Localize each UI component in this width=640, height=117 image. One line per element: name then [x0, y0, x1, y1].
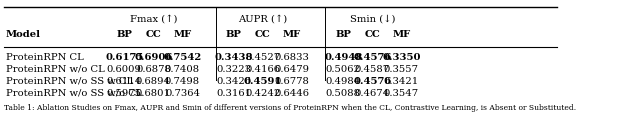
- Text: 0.7498: 0.7498: [165, 77, 200, 86]
- Text: 0.4527: 0.4527: [245, 53, 280, 62]
- Text: 0.6175: 0.6175: [105, 53, 143, 62]
- Text: AUPR (↑): AUPR (↑): [238, 14, 287, 23]
- Text: CC: CC: [255, 30, 271, 39]
- Text: 0.3223: 0.3223: [216, 65, 252, 74]
- Text: Table 1: Ablation Studies on Fmax, AUPR and Smin of different versions of Protei: Table 1: Ablation Studies on Fmax, AUPR …: [4, 104, 576, 112]
- Text: 0.4587: 0.4587: [355, 65, 390, 74]
- Text: BP: BP: [226, 30, 242, 39]
- Text: 0.3426: 0.3426: [216, 77, 252, 86]
- Text: 0.6778: 0.6778: [275, 77, 309, 86]
- Text: 0.7408: 0.7408: [165, 65, 200, 74]
- Text: 0.6114: 0.6114: [107, 77, 142, 86]
- Text: 0.6801: 0.6801: [136, 89, 171, 98]
- Text: CC: CC: [364, 30, 380, 39]
- Text: 0.3421: 0.3421: [384, 77, 419, 86]
- Text: Model: Model: [6, 30, 41, 39]
- Text: MF: MF: [173, 30, 191, 39]
- Text: 0.6446: 0.6446: [275, 89, 309, 98]
- Text: 0.6878: 0.6878: [136, 65, 171, 74]
- Text: ProteinRPN CL: ProteinRPN CL: [6, 53, 84, 62]
- Text: 0.3557: 0.3557: [384, 65, 419, 74]
- Text: 0.5088: 0.5088: [326, 89, 361, 98]
- Text: Fmax (↑): Fmax (↑): [129, 14, 177, 23]
- Text: CC: CC: [145, 30, 161, 39]
- Text: 0.4984: 0.4984: [326, 77, 361, 86]
- Text: 0.7364: 0.7364: [165, 89, 200, 98]
- Text: 0.4242: 0.4242: [245, 89, 280, 98]
- Text: 0.3547: 0.3547: [384, 89, 419, 98]
- Text: 0.3438: 0.3438: [214, 53, 253, 62]
- Text: 0.4576: 0.4576: [353, 77, 392, 86]
- Text: MF: MF: [392, 30, 410, 39]
- Text: 0.6894: 0.6894: [136, 77, 171, 86]
- Text: 0.6906: 0.6906: [134, 53, 173, 62]
- Text: 0.6009: 0.6009: [107, 65, 141, 74]
- Text: 0.6833: 0.6833: [275, 53, 309, 62]
- Text: ProteinRPN w/o SS w/o CL: ProteinRPN w/o SS w/o CL: [6, 89, 142, 98]
- Text: 0.6479: 0.6479: [275, 65, 309, 74]
- Text: MF: MF: [283, 30, 301, 39]
- Text: 0.4674: 0.4674: [355, 89, 390, 98]
- Text: ProteinRPN w/o SS w CL: ProteinRPN w/o SS w CL: [6, 77, 133, 86]
- Text: 0.4591: 0.4591: [244, 77, 282, 86]
- Text: 0.5975: 0.5975: [107, 89, 142, 98]
- Text: ProteinRPN w/o CL: ProteinRPN w/o CL: [6, 65, 104, 74]
- Text: BP: BP: [116, 30, 132, 39]
- Text: 0.4948: 0.4948: [324, 53, 362, 62]
- Text: 0.5062: 0.5062: [326, 65, 361, 74]
- Text: 0.3350: 0.3350: [382, 53, 420, 62]
- Text: 0.3161: 0.3161: [216, 89, 252, 98]
- Text: 0.4166: 0.4166: [245, 65, 280, 74]
- Text: BP: BP: [335, 30, 351, 39]
- Text: Smin (↓): Smin (↓): [349, 14, 395, 23]
- Text: 0.7542: 0.7542: [163, 53, 202, 62]
- Text: 0.4576: 0.4576: [353, 53, 392, 62]
